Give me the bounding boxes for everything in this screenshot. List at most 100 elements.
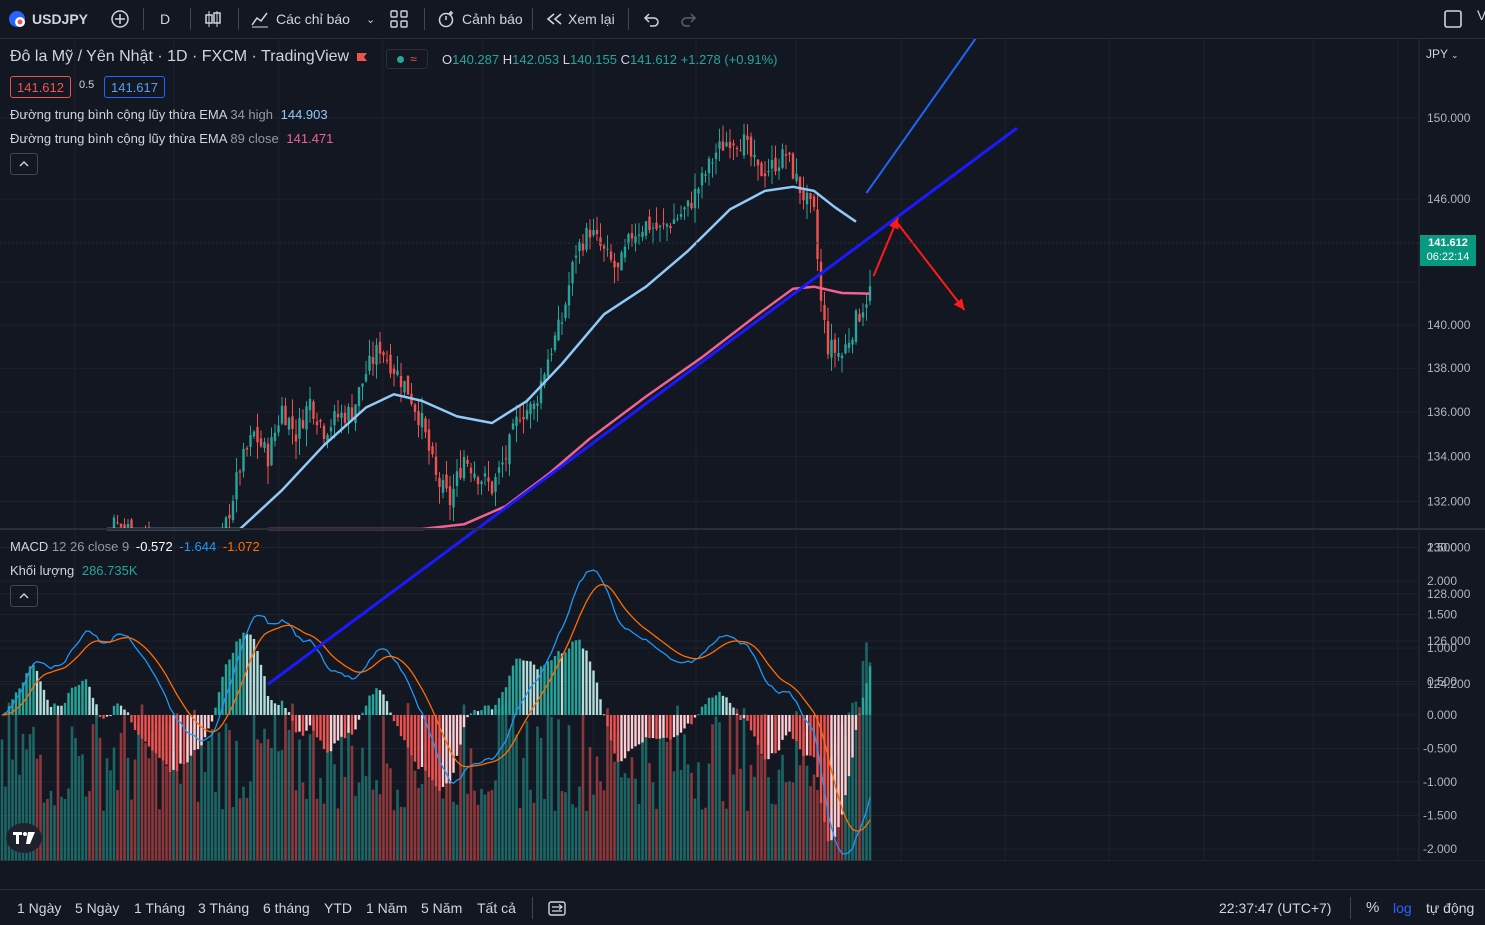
histogram-bar bbox=[865, 683, 868, 715]
range-1m[interactable]: 1 Tháng bbox=[134, 899, 186, 916]
chevron-down-icon[interactable]: ⌄ bbox=[365, 13, 376, 26]
chart-title: Đô la Mỹ / Yên Nhật · 1D · FXCM · Tradin… bbox=[10, 48, 350, 65]
log-scale-toggle[interactable]: log bbox=[1393, 899, 1412, 916]
chart-area[interactable]: 150.000 146.000 140.000 138.000 136.000 134.0… bbox=[0, 39, 1485, 861]
flag-icon[interactable] bbox=[356, 51, 368, 67]
histogram-bar bbox=[231, 652, 235, 715]
histogram-bar bbox=[627, 715, 630, 752]
current-price-value: 141.612 bbox=[1428, 237, 1468, 249]
range-6m[interactable]: 6 tháng bbox=[263, 899, 310, 916]
histogram-bar bbox=[707, 697, 711, 715]
volume-bar bbox=[284, 708, 287, 861]
redo-button[interactable] bbox=[680, 0, 698, 38]
histogram-bar bbox=[53, 703, 56, 715]
histogram-bar bbox=[427, 715, 431, 778]
range-ytd[interactable]: YTD bbox=[324, 899, 352, 916]
candle-body bbox=[679, 213, 683, 217]
volume-bar bbox=[812, 774, 816, 861]
calendar-arrows-icon bbox=[548, 900, 566, 916]
volume-bar bbox=[392, 810, 396, 861]
interval-button[interactable]: D bbox=[160, 11, 171, 27]
range-1y[interactable]: 1 Năm bbox=[366, 899, 408, 916]
histogram-bar bbox=[819, 715, 823, 804]
volume-bar bbox=[434, 744, 438, 861]
volume-bar bbox=[266, 739, 270, 861]
histogram-bar bbox=[669, 715, 672, 740]
candle-body bbox=[791, 153, 795, 179]
candle-body bbox=[676, 218, 679, 220]
volume-bar bbox=[0, 739, 4, 861]
ema34-legend[interactable]: Đường trung bình cộng lũy thừa EMA 34 hi… bbox=[10, 107, 328, 122]
indicators-button[interactable]: Các chỉ báo ⌄ bbox=[250, 0, 375, 38]
candle-body bbox=[532, 403, 536, 409]
histogram-bar bbox=[861, 697, 865, 715]
histogram-bar bbox=[581, 648, 585, 715]
compare-button[interactable] bbox=[110, 0, 130, 38]
volume-bar bbox=[301, 782, 305, 861]
volume-bar bbox=[802, 731, 805, 861]
tv-logo-icon bbox=[13, 832, 35, 844]
volume-bar bbox=[700, 809, 704, 861]
volume-bar bbox=[644, 732, 648, 861]
ema89-params: 89 close bbox=[230, 131, 279, 146]
candle-body bbox=[511, 423, 515, 430]
histogram-bar bbox=[767, 715, 770, 760]
macd-legend[interactable]: MACD 12 26 close 9 -0.572 -1.644 -1.072 bbox=[10, 539, 260, 554]
date-range-button[interactable] bbox=[548, 890, 566, 925]
volume-legend[interactable]: Khối lượng 286.735K bbox=[10, 563, 138, 578]
histogram-bar bbox=[476, 711, 480, 715]
candle-body bbox=[819, 261, 823, 301]
candle-body bbox=[252, 431, 256, 437]
market-status-badge[interactable]: ≈ bbox=[386, 49, 428, 69]
collapse-macd-legend-button[interactable] bbox=[10, 585, 38, 607]
chart-canvas[interactable]: 150.000 146.000 140.000 138.000 136.000 134.0… bbox=[0, 39, 1485, 861]
volume-bar bbox=[588, 747, 592, 861]
buy-price-button[interactable]: 141.617 bbox=[104, 76, 165, 98]
volume-bar bbox=[161, 726, 165, 861]
indicators-label: Các chỉ báo bbox=[276, 11, 350, 27]
histogram-bar bbox=[102, 715, 105, 719]
open-value: 140.287 bbox=[452, 52, 500, 67]
range-5y[interactable]: 5 Năm bbox=[421, 899, 463, 916]
candle-body bbox=[865, 304, 868, 308]
range-1d[interactable]: 1 Ngày bbox=[17, 899, 62, 916]
axes: 150.000 146.000 140.000 138.000 136.000 134.0… bbox=[0, 39, 1485, 861]
histogram-bar bbox=[284, 708, 287, 715]
ema89-legend[interactable]: Đường trung bình cộng lũy thừa EMA 89 cl… bbox=[10, 131, 333, 146]
range-3m[interactable]: 3 Tháng bbox=[198, 899, 250, 916]
macd-histogram bbox=[4, 632, 872, 842]
replay-button[interactable]: Xem lại bbox=[545, 0, 615, 38]
histogram-bar bbox=[441, 715, 445, 787]
candle-body bbox=[588, 229, 592, 238]
volume-bar bbox=[725, 808, 728, 861]
symbol-search-button[interactable]: USDJPY bbox=[8, 0, 88, 38]
undo-button[interactable] bbox=[642, 0, 660, 38]
percent-scale-toggle[interactable]: % bbox=[1366, 899, 1380, 916]
sell-price-button[interactable]: 141.612 bbox=[10, 76, 71, 98]
range-all[interactable]: Tất cả bbox=[477, 899, 516, 916]
clock-timezone[interactable]: 22:37:47 (UTC+7) bbox=[1219, 899, 1332, 916]
volume-bar bbox=[123, 709, 126, 861]
fullscreen-button[interactable] bbox=[1444, 0, 1462, 38]
histogram-bar bbox=[508, 675, 511, 715]
range-5d[interactable]: 5 Ngày bbox=[75, 899, 120, 916]
alert-button[interactable]: Cảnh báo bbox=[436, 0, 523, 38]
candle-body bbox=[420, 413, 424, 428]
tradingview-logo[interactable] bbox=[6, 823, 42, 853]
macd-tick-label: -1.000 bbox=[1423, 775, 1457, 789]
collapse-legend-button[interactable] bbox=[10, 153, 38, 175]
currency-selector[interactable]: JPY ⌄ bbox=[1426, 47, 1459, 61]
histogram-bar bbox=[798, 715, 802, 750]
candle-body bbox=[270, 437, 273, 466]
layout-button[interactable] bbox=[390, 0, 408, 38]
volume-bar bbox=[354, 796, 357, 861]
price-tick-label: 124.200 bbox=[1427, 677, 1471, 691]
histogram-bar bbox=[868, 666, 872, 715]
drawings[interactable] bbox=[267, 39, 1018, 686]
volume-bar bbox=[536, 726, 539, 861]
histogram-bar bbox=[732, 707, 735, 715]
candle-body bbox=[672, 219, 676, 224]
chart-type-button[interactable] bbox=[203, 0, 223, 38]
auto-scale-toggle[interactable]: tự động bbox=[1426, 899, 1475, 916]
histogram-bar bbox=[550, 660, 553, 715]
